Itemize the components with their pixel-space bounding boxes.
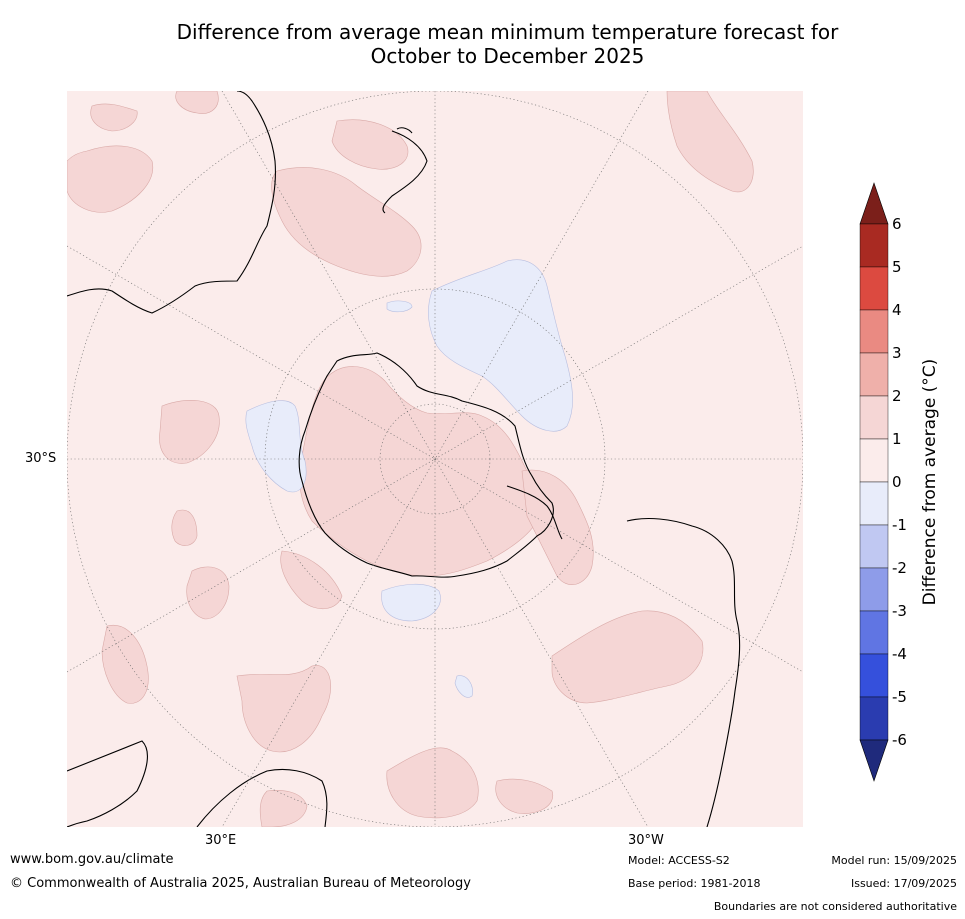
footer-disclaimer: Boundaries are not considered authoritat… <box>713 900 957 913</box>
warm-patch-bottom <box>386 747 479 819</box>
australia-coast <box>67 91 276 314</box>
cool-patch-small-2 <box>454 675 473 698</box>
footer-base-period: Base period: 1981-2018 <box>628 877 761 890</box>
colorbar-segment <box>859 524 889 569</box>
warm-patch-bottom-2 <box>259 790 308 827</box>
warm-patch-south-2 <box>236 665 331 753</box>
antarctica-warm-anomaly <box>299 366 541 577</box>
footer-model-run: Model run: 15/09/2025 <box>831 854 957 867</box>
cool-patch-small-1 <box>386 300 413 313</box>
colorbar-segment <box>859 481 889 526</box>
footer-website[interactable]: www.bom.gov.au/climate <box>10 852 174 867</box>
warm-patch-top-left-2 <box>90 103 138 132</box>
colorbar-segment <box>859 696 889 741</box>
meridian-30e <box>221 91 649 827</box>
colorbar-tick-label: -4 <box>892 645 907 663</box>
antarctica-coast <box>298 352 554 578</box>
south-america-coast <box>626 517 741 827</box>
graticule <box>67 91 803 827</box>
colorbar-tick-label: -5 <box>892 688 907 706</box>
cool-anomaly-patches <box>245 259 573 698</box>
warm-patch-bottom-3 <box>495 778 554 814</box>
colorbar-label: Difference from average (°C) <box>920 359 940 606</box>
warm-patch-west <box>159 400 220 464</box>
colorbar-segment <box>859 309 889 354</box>
colorbar-segment-top-extend <box>859 182 889 225</box>
colorbar-segment <box>859 567 889 612</box>
colorbar-tick-label: 5 <box>892 258 902 276</box>
colorbar-segment <box>859 352 889 397</box>
colorbar-tick-label: 1 <box>892 430 902 448</box>
colorbar-tick-label: 4 <box>892 301 902 319</box>
colorbar-tick-label: 6 <box>892 215 902 233</box>
colorbar-tick-label: 0 <box>892 473 902 491</box>
colorbar-segment <box>859 266 889 311</box>
cool-patch-south <box>381 583 441 622</box>
cool-patch-ross-sea <box>428 259 573 432</box>
africa-coast <box>67 740 328 827</box>
meridian-60 <box>67 245 803 673</box>
polar-map <box>67 91 803 827</box>
colorbar-tick-label: -3 <box>892 602 907 620</box>
warm-patch-west-2 <box>171 509 198 546</box>
title-line-2: October to December 2025 <box>370 44 645 68</box>
meridian-120 <box>67 245 803 673</box>
antarctic-peninsula <box>506 485 563 540</box>
colorbar-tick-label: 3 <box>892 344 902 362</box>
latitude-circle-mid <box>264 288 606 630</box>
colorbar-segment <box>859 653 889 698</box>
warm-patch-south-1 <box>280 550 343 609</box>
lat-label-30s: 30°S <box>25 451 57 466</box>
colorbar-tick-label: -1 <box>892 516 907 534</box>
warm-patch-top <box>175 91 219 114</box>
colorbar-segment <box>859 223 889 268</box>
lon-label-30w: 30°W <box>628 833 664 848</box>
meridian-30w <box>221 91 649 827</box>
colorbar-segment-bottom-extend <box>859 739 889 782</box>
warm-anomaly-patches <box>67 91 754 827</box>
coastlines <box>67 91 741 827</box>
colorbar: 6 5 4 3 2 1 0 -1 -2 -3 -4 -5 -6 Difference from avera… <box>855 180 965 790</box>
warm-patch-east <box>551 610 704 704</box>
map-title: Difference from average mean minimum tem… <box>60 20 955 68</box>
colorbar-svg: 6 5 4 3 2 1 0 -1 -2 -3 -4 -5 -6 Difference from avera… <box>859 182 940 782</box>
warm-patch-north <box>271 167 422 277</box>
footer-copyright: © Commonwealth of Australia 2025, Austra… <box>10 876 471 891</box>
warm-patch-southwest-2 <box>101 624 149 704</box>
footer-model: Model: ACCESS-S2 <box>628 854 730 867</box>
warm-patch-top-right <box>666 91 754 193</box>
lon-label-30e: 30°E <box>205 833 237 848</box>
colorbar-segment <box>859 438 889 483</box>
footer-issued: Issued: 17/09/2025 <box>850 877 957 890</box>
new-zealand-coast <box>382 127 428 214</box>
map-svg <box>67 91 803 827</box>
warm-patch-southwest <box>186 566 230 620</box>
warm-patch-top-left <box>67 145 154 213</box>
colorbar-tick-label: -2 <box>892 559 907 577</box>
warm-patch-north-2 <box>331 119 409 170</box>
colorbar-segment <box>859 610 889 655</box>
colorbar-tick-label: 2 <box>892 387 902 405</box>
colorbar-tick-label: -6 <box>892 731 907 749</box>
title-line-1: Difference from average mean minimum tem… <box>176 20 839 44</box>
colorbar-segment <box>859 395 889 440</box>
